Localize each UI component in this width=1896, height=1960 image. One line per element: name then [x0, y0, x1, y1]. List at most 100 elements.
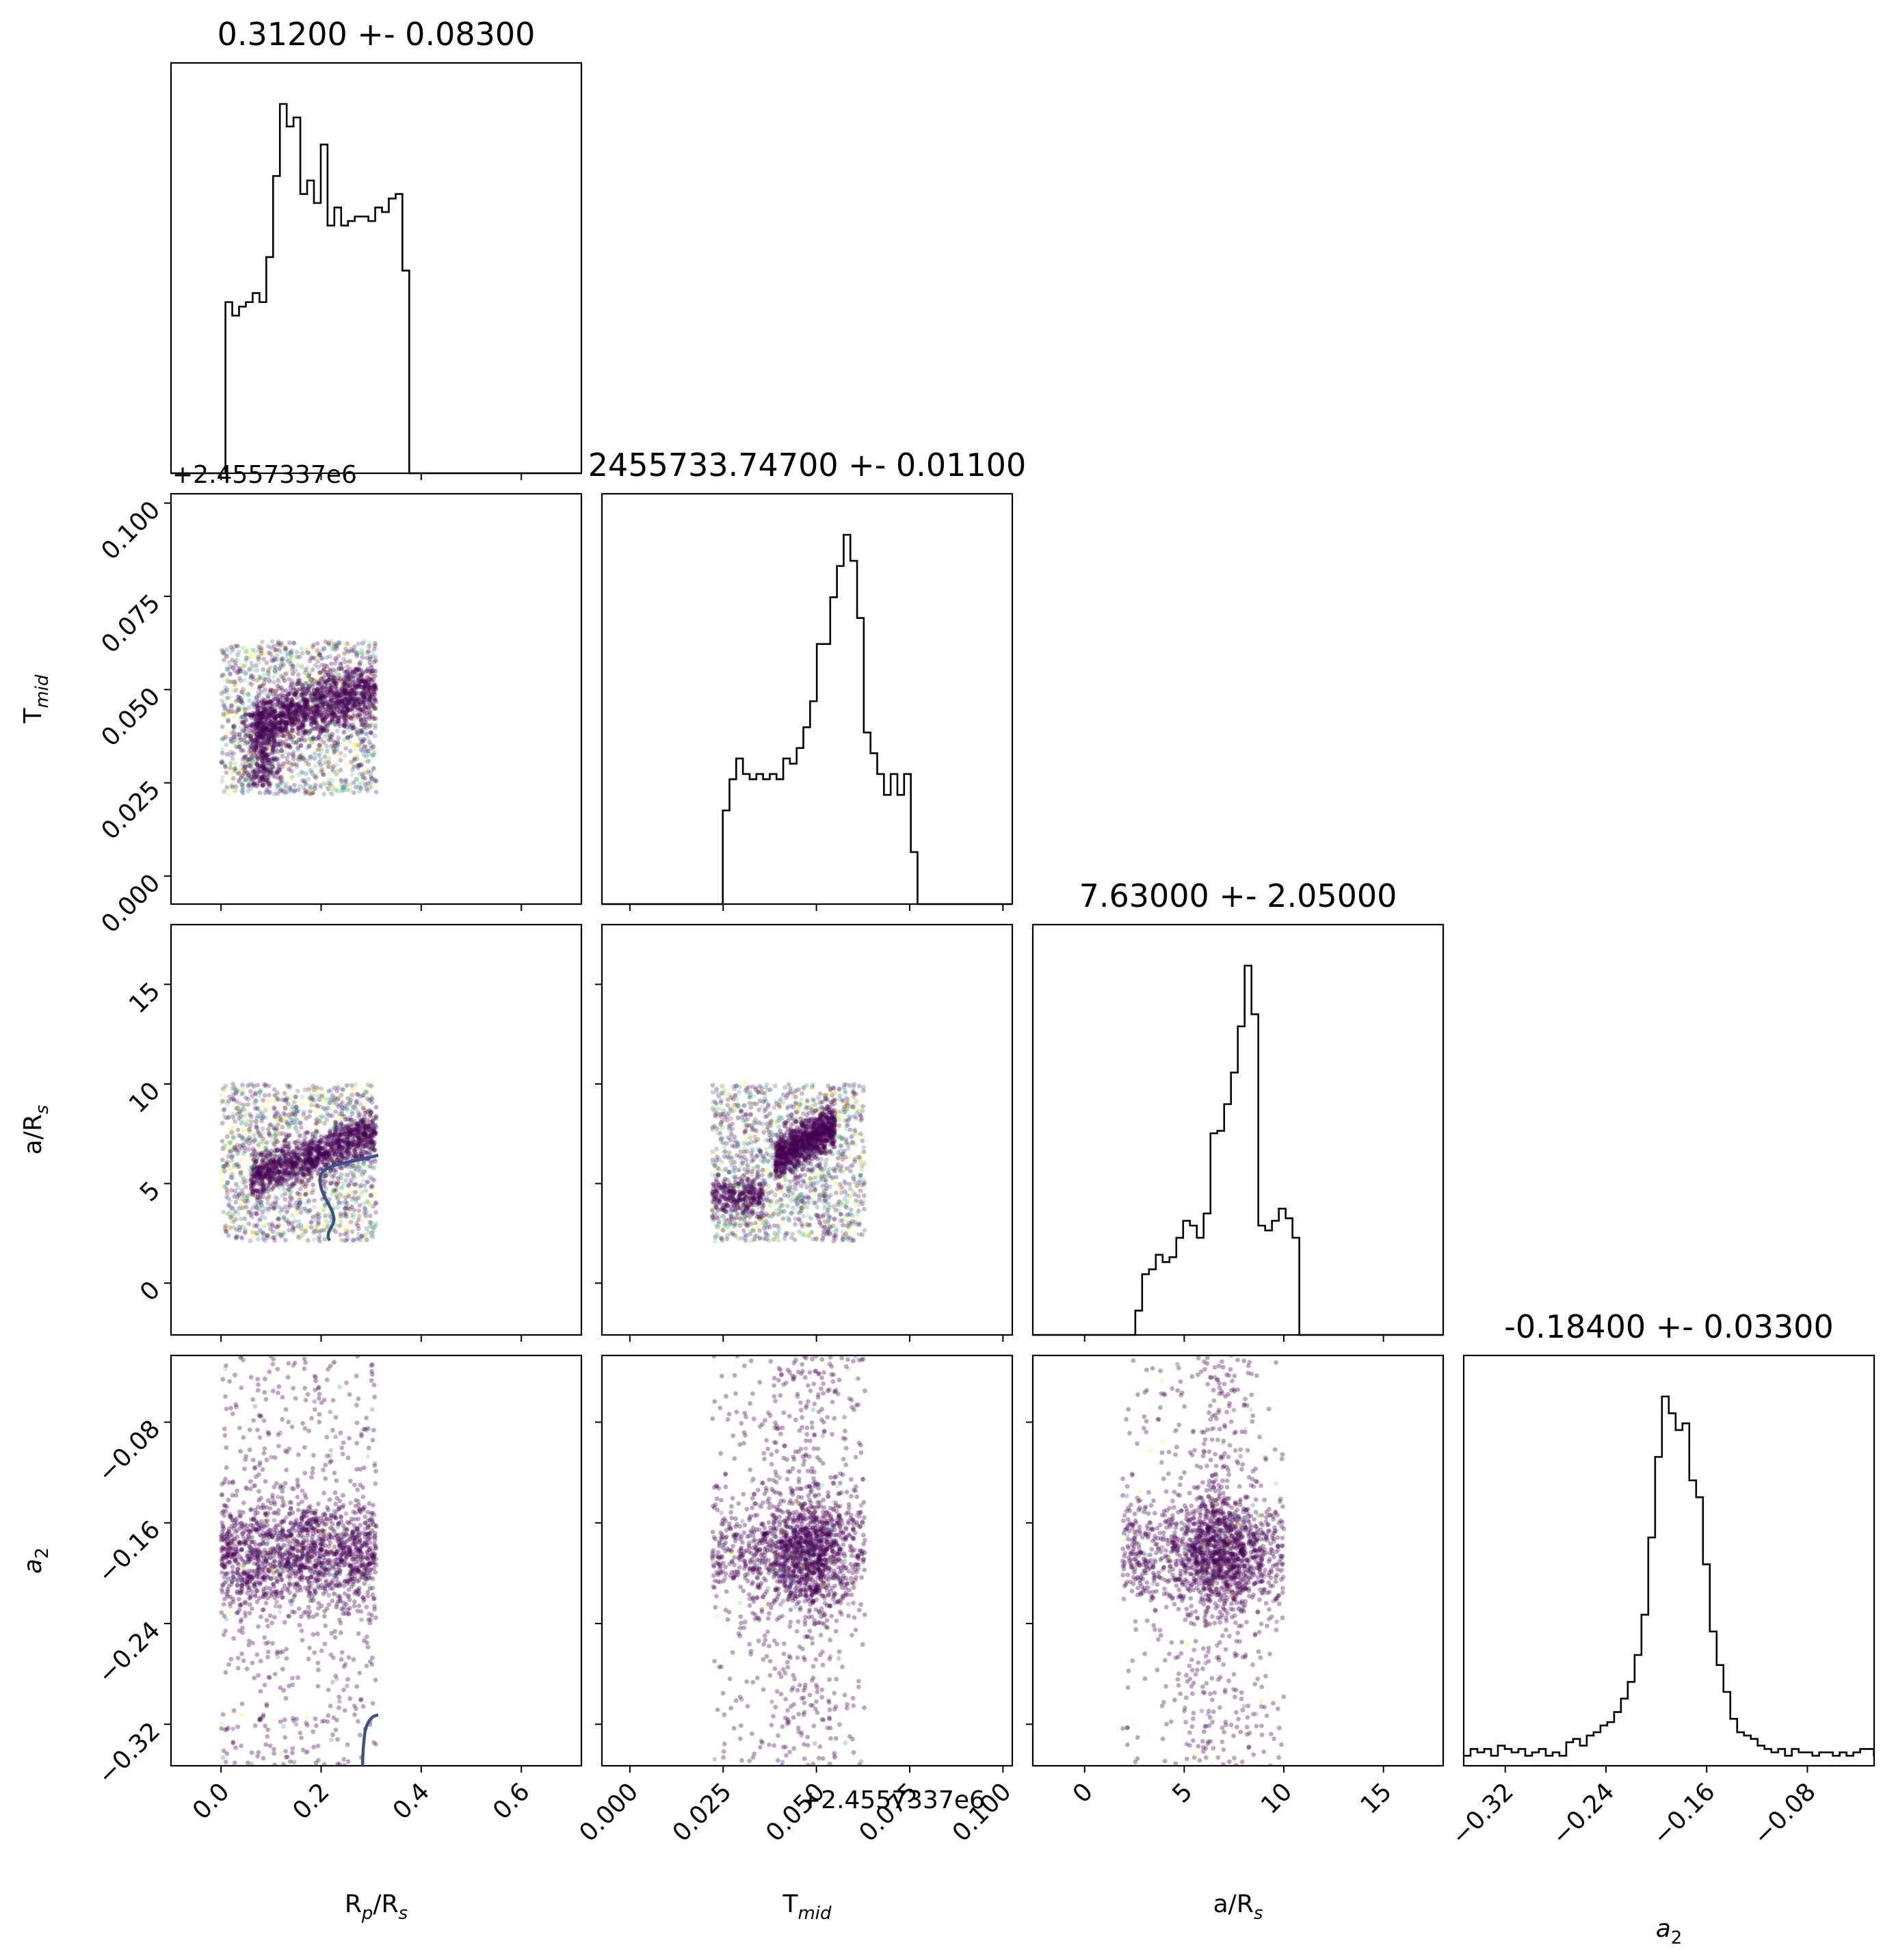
sample-point: [310, 736, 315, 741]
sample-point: [233, 682, 237, 687]
sample-point: [232, 724, 237, 730]
sample-point: [341, 696, 346, 700]
sample-point: [332, 679, 337, 684]
sample-point: [285, 727, 290, 732]
sample-point: [326, 756, 332, 761]
sample-point: [235, 670, 241, 674]
sample-point: [322, 691, 327, 696]
sample-point: [368, 730, 373, 735]
sample-point: [242, 707, 247, 713]
sample-point: [313, 1103, 319, 1108]
sample-point: [330, 702, 334, 708]
sample-point: [373, 686, 378, 691]
sample-point: [297, 680, 302, 686]
sample-point: [313, 678, 318, 684]
sample-point: [362, 686, 367, 691]
sample-point: [295, 787, 301, 793]
sample-point: [370, 1234, 376, 1239]
sample-point: [315, 747, 321, 752]
sample-point: [337, 703, 341, 708]
sample-point: [231, 734, 237, 740]
sample-point: [363, 696, 369, 702]
sample-point: [263, 1153, 269, 1158]
sample-point: [344, 787, 350, 793]
sample-point: [226, 1202, 231, 1207]
sample-point: [371, 683, 377, 689]
sample-point: [323, 695, 328, 700]
sample-point: [282, 645, 288, 650]
sample-point: [256, 754, 261, 759]
sample-point: [352, 742, 357, 747]
sample-point: [371, 744, 376, 750]
sample-point: [371, 683, 377, 689]
sample-point: [317, 722, 323, 728]
sample-point: [244, 774, 250, 780]
sample-point: [339, 712, 344, 717]
sample-point: [369, 730, 374, 736]
sample-point: [274, 640, 280, 645]
sample-point: [267, 736, 272, 741]
sample-point: [279, 787, 285, 792]
sample-point: [285, 729, 291, 734]
sample-point: [322, 663, 328, 668]
sample-point: [256, 730, 261, 736]
sample-point: [283, 719, 289, 725]
sample-point: [282, 789, 288, 794]
sample-point: [289, 737, 294, 742]
sample-point: [261, 769, 267, 774]
sample-point: [314, 704, 319, 709]
sample-point: [356, 700, 360, 705]
sample-point: [232, 1145, 237, 1150]
sample-point: [312, 656, 317, 661]
sample-point: [260, 756, 265, 761]
sample-point: [308, 754, 313, 759]
sample-point: [287, 784, 293, 790]
sample-point: [371, 668, 376, 673]
sample-point: [353, 1082, 358, 1087]
sample-point: [266, 650, 272, 655]
sample-point: [333, 1109, 338, 1114]
sample-point: [291, 640, 296, 646]
sample-point: [228, 739, 233, 744]
sample-point: [238, 737, 243, 743]
sample-point: [307, 671, 313, 676]
sample-point: [234, 711, 239, 715]
sample-point: [365, 748, 371, 753]
sample-point: [339, 1213, 344, 1219]
sample-point: [345, 734, 351, 740]
sample-point: [272, 1123, 276, 1128]
sample-point: [228, 736, 233, 741]
sample-point: [287, 700, 292, 706]
sample-point: [319, 780, 324, 786]
sample-point: [292, 692, 298, 697]
sample-point: [336, 672, 341, 677]
sample-point: [225, 1134, 230, 1139]
sample-point: [342, 753, 347, 758]
sample-point: [260, 1178, 265, 1184]
sample-point: [341, 682, 345, 687]
sample-point: [332, 750, 337, 755]
sample-point: [226, 719, 231, 724]
sample-point: [279, 733, 285, 739]
sample-point: [292, 1219, 298, 1224]
sample-point: [253, 758, 259, 763]
sample-point: [360, 1105, 366, 1111]
sample-point: [286, 752, 291, 757]
sample-point: [328, 761, 332, 767]
sample-point: [362, 685, 367, 690]
sample-point: [256, 654, 261, 659]
sample-point: [350, 726, 356, 731]
sample-point: [265, 757, 271, 763]
sample-point: [326, 778, 332, 783]
sample-point: [314, 723, 319, 728]
sample-point: [370, 752, 376, 758]
sample-point: [308, 768, 313, 773]
sample-point: [255, 765, 261, 770]
sample-point: [336, 654, 341, 659]
sample-point: [369, 692, 375, 698]
sample-point: [352, 670, 358, 675]
sample-point: [328, 733, 333, 739]
sample-point: [304, 670, 309, 675]
sample-point: [361, 745, 367, 750]
sample-point: [289, 667, 295, 672]
